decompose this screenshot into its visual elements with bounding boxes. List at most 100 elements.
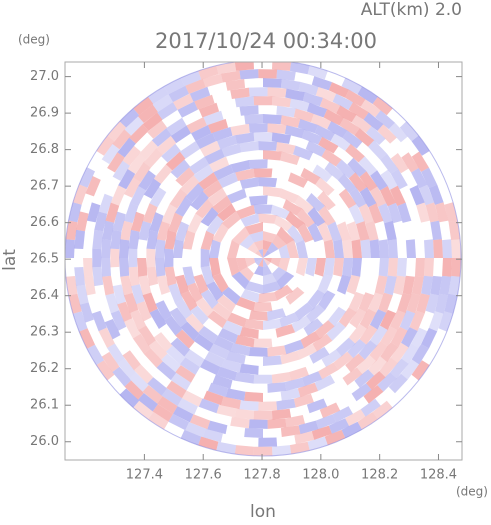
radar-cell [345,409,366,427]
radar-cell [189,156,209,175]
radar-cell [236,297,256,312]
radar-cell [319,97,341,114]
radar-cell [435,202,449,223]
radar-cell [358,340,378,360]
radar-cell [387,239,398,258]
radar-cell [146,266,159,286]
radar-cell [73,311,88,332]
radar-cell [96,135,115,156]
radar-cell [249,310,268,321]
radar-cell [280,351,300,365]
radar-cell [321,148,342,167]
radar-cell [416,202,430,223]
radar-cell [360,239,371,258]
radar-cell [175,196,193,217]
radar-cell [324,161,344,181]
radar-cell [129,372,149,392]
radar-cell [278,244,290,258]
radar-cell [357,86,378,104]
radar-cell [318,136,339,154]
radar-cell [166,117,187,136]
radar-cell [226,351,246,365]
radar-cell [272,267,287,282]
radar-cell [190,191,209,211]
radar-cell [230,87,250,99]
radar-cell [372,96,393,116]
radar-cell [318,205,336,226]
radar-cell [285,415,305,428]
radar-cell [267,242,279,254]
radar-cell [263,265,272,276]
radar-cell [168,212,183,233]
radar-cell [298,420,319,435]
radar-cell [173,93,194,110]
radar-cell [119,388,140,408]
radar-cell [263,355,282,366]
radar-cell [127,153,146,174]
radar-cell [124,177,141,198]
radar-cell [166,380,187,399]
radar-cell [377,372,397,392]
y-tick-label: 26.0 [30,434,59,449]
radar-cell [161,143,181,163]
radar-cell [227,258,240,276]
y-tick-label: 27.0 [30,69,59,84]
radar-cell [107,343,125,364]
radar-cell [276,105,296,118]
radar-cell [421,167,438,189]
radar-cell [263,240,272,251]
y-tick-label: 26.2 [30,361,59,376]
radar-cell [295,258,308,277]
radar-cell [289,98,310,112]
radar-cell [209,258,221,277]
radar-cell [406,293,421,314]
radar-cell [86,202,101,223]
radar-cell [296,208,316,228]
radar-cell [198,326,218,344]
radar-cell [190,305,209,325]
radar-cell [317,274,333,294]
radar-cell [119,239,130,258]
radar-cell [123,292,139,314]
radar-cell [314,125,335,142]
radar-cell [278,258,290,272]
radar-cell [335,159,356,179]
radar-cell [148,412,169,430]
radar-cell [263,114,282,125]
radar-cell [189,414,211,430]
radar-cell [186,213,203,234]
radar-cell [378,239,389,258]
radar-cell [128,248,138,268]
radar-cell [124,116,144,136]
radar-cell [101,143,120,165]
radar-cell [368,140,388,160]
radar-cell [276,398,296,411]
radar-cell [360,99,381,118]
radar-cell [276,69,296,81]
radar-cell [220,70,241,83]
x-tick-label: 127.8 [243,468,280,483]
radar-cell [388,373,408,394]
radar-cell [227,240,240,258]
radar-cell [359,171,378,192]
radar-cell [105,202,120,223]
radar-cell [180,70,202,87]
radar-cell [138,325,156,346]
radar-cell [300,331,321,349]
radar-cell [245,258,256,267]
radar-cell [301,371,323,387]
radar-cell [212,195,232,214]
radar-cell [175,365,196,383]
radar-cell [341,77,362,95]
radar-cell [411,344,429,365]
radar-cell [295,239,308,258]
radar-cell [387,258,398,277]
radar-cell [342,130,363,149]
radar-cell [146,248,156,268]
radar-cell [170,337,191,357]
radar-cell [133,96,154,116]
radar-cell [96,360,115,381]
radar-cell [124,318,141,339]
radar-cell [218,328,238,344]
radar-cell [402,275,415,296]
